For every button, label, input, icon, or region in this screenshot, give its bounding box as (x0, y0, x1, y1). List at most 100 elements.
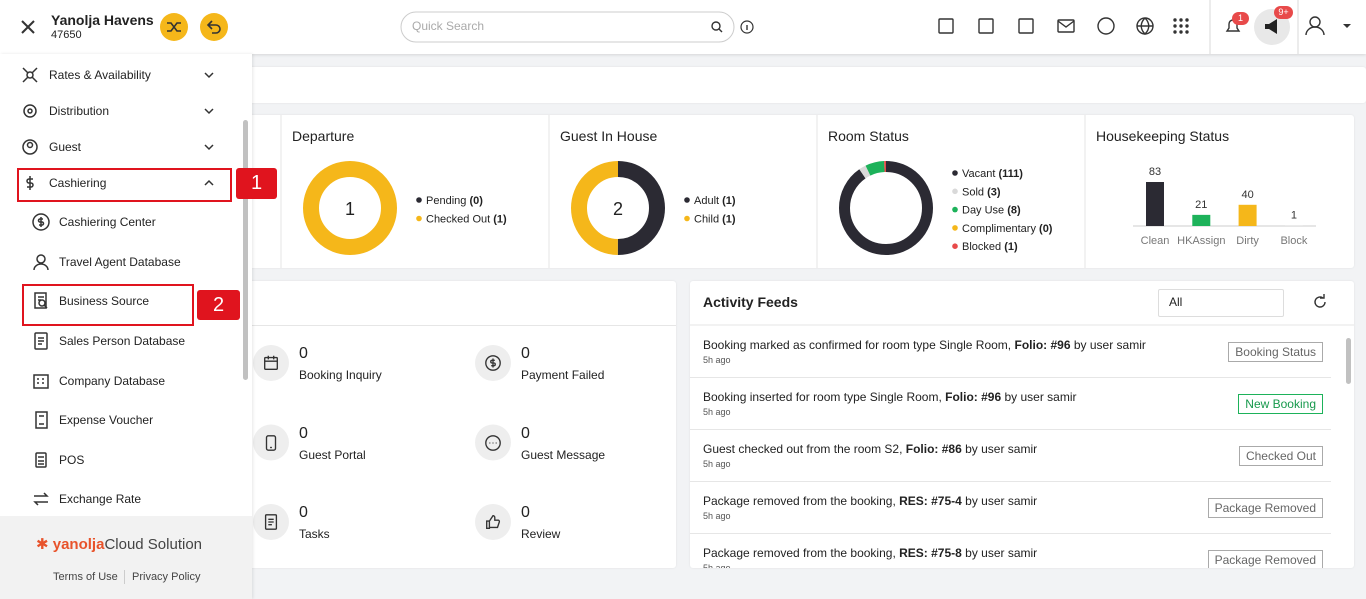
legend-category: Child (694, 214, 719, 226)
legend-value: (0) (469, 195, 483, 207)
bar-category-label: Clean (1141, 235, 1170, 247)
icon (486, 515, 501, 529)
submenu-item[interactable]: Sales Person Database (59, 334, 186, 348)
bar (1284, 225, 1303, 226)
submenu-item[interactable]: Expense Voucher (59, 413, 154, 427)
legend-category: Day Use (962, 205, 1004, 217)
lines (264, 355, 278, 362)
legend-value: (0) (1039, 223, 1053, 235)
user-icon[interactable] (1309, 16, 1321, 28)
tile-icon-bg (475, 504, 511, 540)
chevron (204, 144, 214, 151)
activity-divider (690, 533, 1331, 534)
shuffle-icon (167, 22, 181, 32)
info-icon[interactable] (740, 20, 754, 34)
icon-shape (33, 374, 49, 389)
activity-title: Activity Feeds (703, 294, 798, 310)
calendar-icon[interactable] (1018, 18, 1034, 34)
filter-select[interactable] (1158, 289, 1284, 317)
activity-time: 5h ago (703, 563, 731, 568)
bar (1238, 204, 1257, 226)
legend-label: Vacant (111) (962, 168, 1023, 180)
sidebar: ✱ yanoljaCloud Solution Terms of Use Pri… (0, 54, 277, 599)
dollar (490, 358, 496, 368)
activity-text-part: Folio: #86 (905, 442, 962, 456)
bar (1146, 182, 1164, 226)
legend-label: Complimentary (0) (962, 223, 1053, 235)
callout: 2 (197, 290, 240, 320)
activity-time: 5h ago (703, 459, 731, 469)
activity-text-part: by user samir (961, 494, 1038, 508)
activity-divider (690, 481, 1331, 482)
icon (33, 374, 49, 389)
chevron (204, 108, 214, 115)
cash-icon[interactable] (1097, 17, 1115, 35)
donut-segment (303, 161, 397, 255)
phone (265, 434, 277, 451)
tile-label: Guest Portal (299, 447, 366, 462)
submenu-item[interactable]: Exchange Rate (59, 492, 142, 506)
activity-text-part: by user samir (1070, 338, 1146, 352)
doc (34, 332, 48, 350)
legend-dot (416, 197, 422, 203)
activity-divider (690, 377, 1331, 378)
legend-label: Sold (3) (962, 186, 1001, 198)
icon-shape (486, 515, 501, 529)
apps-icon[interactable] (1173, 18, 1189, 34)
icon-shape (34, 332, 48, 350)
toolbar-bar (240, 67, 1366, 103)
submenu-item[interactable]: Business Source (59, 294, 150, 308)
calendar-add-icon[interactable] (938, 18, 954, 34)
icon (32, 213, 50, 231)
search-box[interactable] (400, 11, 735, 43)
menu-item[interactable]: Rates & Availability (49, 68, 151, 82)
donut-center: 1 (345, 199, 355, 219)
legend-value: (1) (493, 214, 507, 226)
legend-value: (1) (722, 214, 736, 226)
bubble (485, 434, 501, 451)
submenu-item[interactable]: POS (59, 453, 85, 467)
submenu-item[interactable]: Travel Agent Database (59, 255, 181, 269)
legend-dot (952, 188, 958, 195)
terms-link[interactable]: Terms of Use (53, 571, 118, 583)
calendar-check-icon[interactable] (978, 18, 994, 34)
header: Yanolja Havens 47650 Quick Search 1 9+ (0, 0, 1366, 54)
legend-dot (684, 197, 690, 203)
icon (23, 104, 37, 118)
bar-category-label: HKAssign (1177, 235, 1225, 247)
undo-button[interactable] (200, 13, 228, 41)
close-icon[interactable] (21, 20, 35, 34)
privacy-link[interactable]: Privacy Policy (132, 571, 201, 583)
icon-shape (264, 514, 278, 530)
menu-item[interactable]: Cashiering (49, 176, 107, 190)
menu-item[interactable]: Guest (49, 140, 82, 154)
submenu-item[interactable]: Cashiering Center (59, 215, 156, 229)
lines (38, 337, 44, 345)
keys (38, 456, 44, 465)
mail-icon[interactable] (1057, 19, 1075, 33)
icon-shape (22, 139, 38, 155)
coin (32, 213, 50, 231)
submenu-item[interactable]: Company Database (59, 374, 166, 388)
header-icons (21, 0, 1351, 54)
legend-dot (952, 225, 958, 231)
activity-text: Package removed from the booking, RES: #… (703, 494, 1037, 508)
face (26, 141, 34, 149)
legend-category: Checked Out (426, 214, 490, 226)
icon-shape (32, 213, 50, 231)
activity-text-part: Package removed from the booking, (703, 494, 900, 508)
icon (35, 411, 48, 429)
legend-value: (1) (1004, 241, 1018, 253)
head (22, 139, 38, 155)
menu-item[interactable]: Distribution (49, 104, 110, 118)
doc (264, 514, 278, 530)
user-caret[interactable] (1343, 24, 1351, 28)
icon (34, 332, 48, 350)
activity-text-part: Folio: #96 (1014, 338, 1071, 352)
lens (38, 299, 46, 307)
lines (268, 518, 274, 526)
icon (22, 139, 38, 155)
legend-dot (416, 215, 422, 222)
tile-value: 0 (299, 504, 308, 521)
